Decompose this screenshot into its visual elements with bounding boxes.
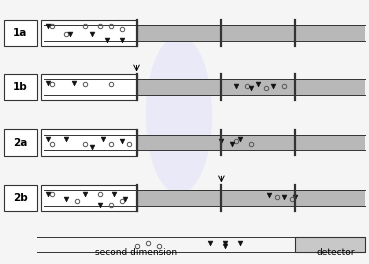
Bar — [137, 25, 365, 41]
Text: 2b: 2b — [13, 193, 28, 203]
Bar — [4, 74, 37, 100]
Bar — [4, 20, 37, 46]
Text: second dimension: second dimension — [96, 248, 177, 257]
Text: 1b: 1b — [13, 82, 28, 92]
Bar — [41, 20, 137, 46]
Bar — [41, 185, 137, 211]
Bar — [295, 237, 365, 252]
Bar — [41, 74, 137, 100]
Bar — [137, 135, 365, 150]
Text: 2a: 2a — [13, 138, 27, 148]
Bar — [41, 129, 137, 156]
Bar — [137, 79, 365, 95]
Bar — [4, 185, 37, 211]
Bar — [137, 190, 365, 206]
Ellipse shape — [146, 36, 212, 194]
Bar — [4, 129, 37, 156]
Text: 1a: 1a — [13, 28, 27, 38]
Text: detector: detector — [317, 248, 355, 257]
